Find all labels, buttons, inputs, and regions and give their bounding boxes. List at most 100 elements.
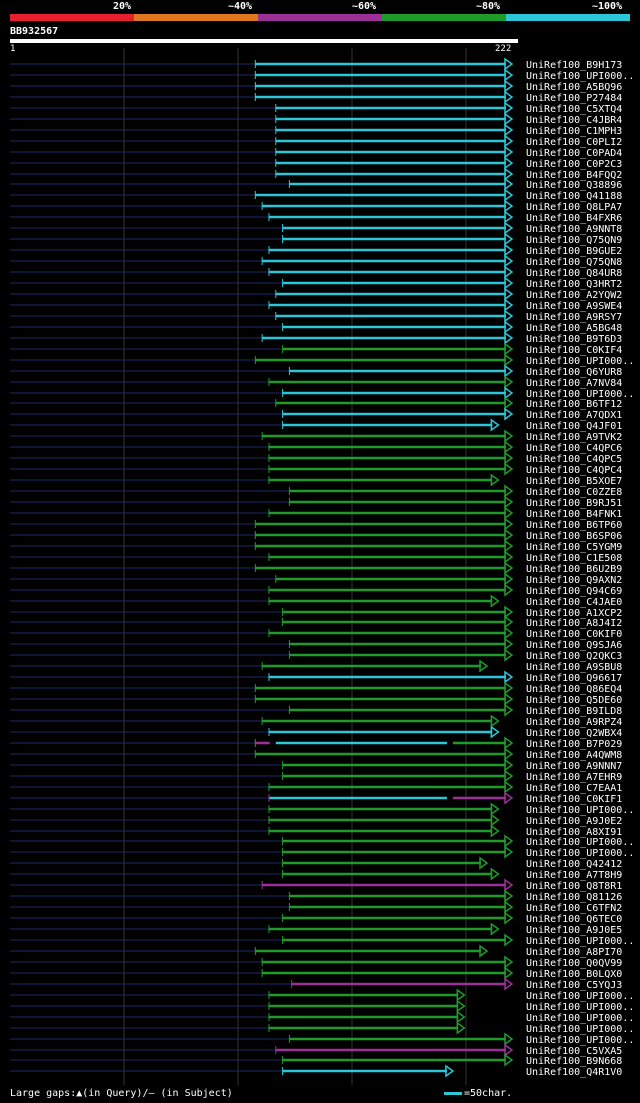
hit-label[interactable]: UniRef100_B9T6D3 (526, 334, 622, 345)
hit-row[interactable]: UniRef100_C5YGM9 (10, 539, 622, 553)
hit-row[interactable]: UniRef100_A9SWE4 (10, 298, 622, 312)
hit-label[interactable]: UniRef100_C5YGM9 (526, 542, 622, 553)
hit-label[interactable]: UniRef100_Q2WBX4 (526, 728, 622, 739)
hit-label[interactable]: UniRef100_C5VXA5 (526, 1046, 622, 1057)
hit-row[interactable]: UniRef100_A9RSY7 (10, 309, 622, 323)
hit-row[interactable]: UniRef100_A9J0E2 (10, 813, 622, 827)
hit-label[interactable]: UniRef100_B7P029 (526, 739, 622, 750)
hit-label[interactable]: UniRef100_B0LQX0 (526, 969, 622, 980)
hit-row[interactable]: UniRef100_A7QDX1 (10, 407, 622, 421)
hit-row[interactable]: UniRef100_UPI000.. (10, 845, 634, 859)
hit-row[interactable]: UniRef100_B9H173 (10, 57, 622, 71)
hit-row[interactable]: UniRef100_B0LQX0 (10, 966, 622, 980)
hit-label[interactable]: UniRef100_Q0QV99 (526, 958, 622, 969)
hit-label[interactable]: UniRef100_C0ZZE8 (526, 487, 622, 498)
hit-row[interactable]: UniRef100_Q4JF01 (10, 418, 622, 432)
hit-label[interactable]: UniRef100_C0KIF1 (526, 794, 622, 805)
hit-label[interactable]: UniRef100_A9RPZ4 (526, 717, 622, 728)
hit-label[interactable]: UniRef100_P27484 (526, 93, 622, 104)
hit-row[interactable]: UniRef100_A7T8H9 (10, 867, 622, 881)
hit-label[interactable]: UniRef100_Q8T8R1 (526, 881, 622, 892)
hit-row[interactable]: UniRef100_Q9AXN2 (10, 572, 622, 586)
hit-label[interactable]: UniRef100_A7T8H9 (526, 870, 622, 881)
hit-row[interactable]: UniRef100_C0KIF1 (10, 791, 622, 805)
hit-row[interactable]: UniRef100_A8PI70 (10, 944, 622, 958)
hit-row[interactable]: UniRef100_C7EAA1 (10, 780, 622, 794)
hit-label[interactable]: UniRef100_Q6YUR8 (526, 367, 622, 378)
hit-label[interactable]: UniRef100_A5BQ96 (526, 82, 622, 93)
hit-row[interactable]: UniRef100_UPI000.. (10, 386, 634, 400)
hit-label[interactable]: UniRef100_UPI000.. (526, 805, 634, 816)
hit-row[interactable]: UniRef100_B9T6D3 (10, 331, 622, 345)
hit-label[interactable]: UniRef100_Q6TEC0 (526, 914, 622, 925)
hit-label[interactable]: UniRef100_Q84UR8 (526, 268, 622, 279)
hit-label[interactable]: UniRef100_A5BG48 (526, 323, 622, 334)
hit-label[interactable]: UniRef100_B6TF12 (526, 399, 622, 410)
hit-label[interactable]: UniRef100_UPI000.. (526, 71, 634, 82)
hit-label[interactable]: UniRef100_C0PAD4 (526, 148, 622, 159)
hit-row[interactable]: UniRef100_Q8T8R1 (10, 878, 622, 892)
hit-label[interactable]: UniRef100_A8J4I2 (526, 618, 622, 629)
hit-row[interactable]: UniRef100_Q2QKC3 (10, 648, 622, 662)
hit-label[interactable]: UniRef100_C4QPC4 (526, 465, 622, 476)
hit-row[interactable]: UniRef100_B9GUE2 (10, 243, 622, 257)
hit-row[interactable]: UniRef100_B6SP06 (10, 528, 622, 542)
hit-row[interactable]: UniRef100_B9RJ51 (10, 495, 622, 509)
hit-row[interactable]: UniRef100_UPI000.. (10, 834, 634, 848)
hit-label[interactable]: UniRef100_A7QDX1 (526, 410, 622, 421)
hit-row[interactable]: UniRef100_C4QPC4 (10, 462, 622, 476)
hit-label[interactable]: UniRef100_A1XCP2 (526, 608, 622, 619)
hit-row[interactable]: UniRef100_UPI000.. (10, 1032, 634, 1046)
hit-label[interactable]: UniRef100_Q75QN8 (526, 257, 622, 268)
hit-row[interactable]: UniRef100_Q86EQ4 (10, 681, 622, 695)
hit-row[interactable]: UniRef100_Q42412 (10, 856, 622, 870)
hit-label[interactable]: UniRef100_Q41188 (526, 191, 622, 202)
hit-label[interactable]: UniRef100_A8PI70 (526, 947, 622, 958)
hit-row[interactable]: UniRef100_C5VXA5 (10, 1043, 622, 1057)
hit-label[interactable]: UniRef100_UPI000.. (526, 936, 634, 947)
hit-row[interactable]: UniRef100_A7EHR9 (10, 769, 622, 783)
hit-label[interactable]: UniRef100_UPI000.. (526, 389, 634, 400)
hit-row[interactable]: UniRef100_C0P2C3 (10, 156, 622, 170)
hit-label[interactable]: UniRef100_Q96617 (526, 673, 622, 684)
hit-label[interactable]: UniRef100_C1E508 (526, 553, 622, 564)
hit-label[interactable]: UniRef100_B4FNK1 (526, 509, 622, 520)
hit-label[interactable]: UniRef100_C1MPH3 (526, 126, 622, 137)
hit-label[interactable]: UniRef100_B9N668 (526, 1056, 622, 1067)
hit-row[interactable]: UniRef100_A1XCP2 (10, 605, 622, 619)
hit-row[interactable]: UniRef100_C4QPC5 (10, 451, 622, 465)
hit-label[interactable]: UniRef100_Q9SJA6 (526, 640, 622, 651)
hit-row[interactable]: UniRef100_A7NV84 (10, 375, 622, 389)
hit-row[interactable]: UniRef100_B9ILD8 (10, 703, 622, 717)
hit-row[interactable]: UniRef100_B9N668 (10, 1053, 622, 1067)
hit-row[interactable]: UniRef100_B6U2B9 (10, 561, 622, 575)
hit-label[interactable]: UniRef100_UPI000.. (526, 991, 634, 1002)
hit-label[interactable]: UniRef100_B9ILD8 (526, 706, 622, 717)
hit-label[interactable]: UniRef100_C6TFN2 (526, 903, 622, 914)
hit-row[interactable]: UniRef100_A5BG48 (10, 320, 622, 334)
hit-label[interactable]: UniRef100_A9SBU8 (526, 662, 622, 673)
hit-label[interactable]: UniRef100_Q4JF01 (526, 421, 622, 432)
hit-row[interactable]: UniRef100_UPI000.. (10, 988, 634, 1002)
hit-row[interactable]: UniRef100_Q84UR8 (10, 265, 622, 279)
hit-label[interactable]: UniRef100_Q8LPA7 (526, 202, 622, 213)
hit-row[interactable]: UniRef100_Q38896 (10, 177, 622, 191)
hit-label[interactable]: UniRef100_C7EAA1 (526, 783, 622, 794)
hit-label[interactable]: UniRef100_Q38896 (526, 180, 622, 191)
hit-row[interactable]: UniRef100_Q4R1V0 (10, 1064, 622, 1078)
hit-label[interactable]: UniRef100_UPI000.. (526, 1024, 634, 1035)
hit-row[interactable]: UniRef100_B4FNK1 (10, 506, 622, 520)
hit-label[interactable]: UniRef100_B9GUE2 (526, 246, 622, 257)
hit-row[interactable]: UniRef100_C4QPC6 (10, 440, 622, 454)
hit-label[interactable]: UniRef100_C4JBR4 (526, 115, 622, 126)
hit-row[interactable]: UniRef100_Q8LPA7 (10, 199, 622, 213)
hit-label[interactable]: UniRef100_C0KIF4 (526, 345, 622, 356)
hit-label[interactable]: UniRef100_Q5DE60 (526, 695, 622, 706)
hit-label[interactable]: UniRef100_Q75QN9 (526, 235, 622, 246)
hit-row[interactable]: UniRef100_UPI000.. (10, 933, 634, 947)
hit-label[interactable]: UniRef100_A9SWE4 (526, 301, 622, 312)
hit-row[interactable]: UniRef100_C1E508 (10, 550, 622, 564)
hit-label[interactable]: UniRef100_Q9AXN2 (526, 575, 622, 586)
hit-row[interactable]: UniRef100_Q5DE60 (10, 692, 622, 706)
hit-label[interactable]: UniRef100_Q81126 (526, 892, 622, 903)
